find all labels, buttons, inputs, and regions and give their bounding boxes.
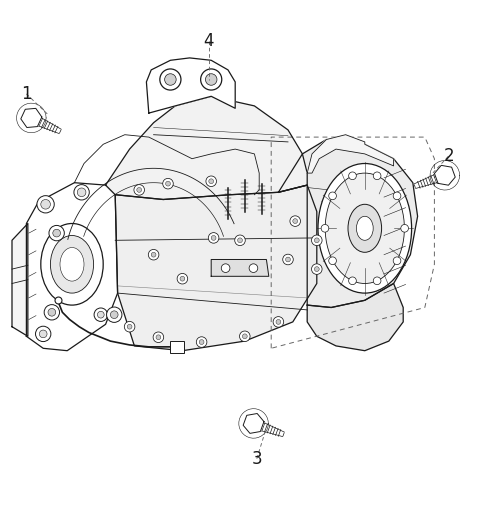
Circle shape [283, 254, 293, 265]
Ellipse shape [348, 204, 382, 252]
Ellipse shape [325, 173, 405, 283]
Ellipse shape [60, 248, 84, 281]
Ellipse shape [41, 224, 103, 305]
Polygon shape [106, 97, 307, 199]
Polygon shape [115, 185, 317, 351]
Circle shape [273, 317, 284, 327]
Circle shape [74, 185, 89, 200]
Circle shape [165, 74, 176, 85]
Circle shape [177, 274, 188, 284]
Circle shape [37, 196, 54, 213]
Circle shape [153, 332, 164, 343]
Circle shape [240, 331, 250, 342]
Circle shape [77, 188, 86, 197]
Circle shape [196, 337, 207, 347]
Circle shape [290, 216, 300, 226]
Circle shape [321, 224, 329, 232]
Circle shape [206, 176, 216, 186]
Circle shape [36, 326, 51, 342]
Circle shape [208, 233, 219, 243]
Text: 2: 2 [444, 147, 454, 165]
Polygon shape [12, 224, 28, 336]
Circle shape [97, 311, 104, 318]
Circle shape [110, 311, 118, 319]
Polygon shape [146, 58, 235, 113]
Circle shape [205, 74, 217, 85]
Ellipse shape [318, 163, 412, 293]
Circle shape [312, 264, 322, 275]
Circle shape [401, 224, 408, 232]
Circle shape [329, 257, 336, 265]
Circle shape [312, 235, 322, 245]
Circle shape [137, 187, 142, 193]
Polygon shape [21, 108, 42, 128]
Bar [170, 340, 184, 352]
Polygon shape [307, 135, 394, 173]
Circle shape [180, 276, 185, 281]
Circle shape [209, 179, 214, 184]
Circle shape [53, 229, 60, 237]
Circle shape [373, 277, 381, 284]
Circle shape [151, 252, 156, 257]
Polygon shape [243, 414, 264, 433]
Circle shape [107, 307, 122, 322]
Circle shape [163, 179, 173, 189]
Ellipse shape [356, 216, 373, 240]
Ellipse shape [50, 236, 94, 293]
Polygon shape [278, 140, 418, 307]
Circle shape [286, 257, 290, 262]
Polygon shape [211, 260, 269, 276]
Circle shape [314, 238, 319, 243]
Text: 3: 3 [252, 449, 262, 468]
Circle shape [199, 339, 204, 345]
Circle shape [134, 185, 144, 195]
Circle shape [221, 264, 230, 272]
Circle shape [314, 267, 319, 271]
Circle shape [44, 305, 60, 320]
Circle shape [249, 264, 258, 272]
Text: 4: 4 [204, 32, 214, 50]
Circle shape [39, 330, 47, 338]
Circle shape [235, 235, 245, 245]
Circle shape [41, 199, 50, 209]
Circle shape [276, 320, 281, 324]
Text: 1: 1 [21, 85, 32, 103]
Circle shape [393, 192, 401, 200]
Polygon shape [26, 183, 118, 351]
Circle shape [124, 321, 135, 332]
Circle shape [293, 218, 298, 224]
Circle shape [156, 335, 161, 339]
Circle shape [348, 277, 356, 284]
Circle shape [48, 308, 56, 316]
Circle shape [127, 324, 132, 329]
Circle shape [393, 257, 401, 265]
Circle shape [148, 250, 159, 260]
Polygon shape [307, 283, 403, 351]
Circle shape [242, 334, 247, 339]
Circle shape [160, 69, 181, 90]
Circle shape [211, 236, 216, 240]
Circle shape [166, 181, 170, 186]
Circle shape [348, 172, 356, 180]
Circle shape [238, 238, 242, 243]
Circle shape [329, 192, 336, 200]
Circle shape [373, 172, 381, 180]
Circle shape [94, 308, 108, 321]
Polygon shape [434, 166, 455, 185]
Circle shape [201, 69, 222, 90]
Circle shape [49, 225, 64, 241]
